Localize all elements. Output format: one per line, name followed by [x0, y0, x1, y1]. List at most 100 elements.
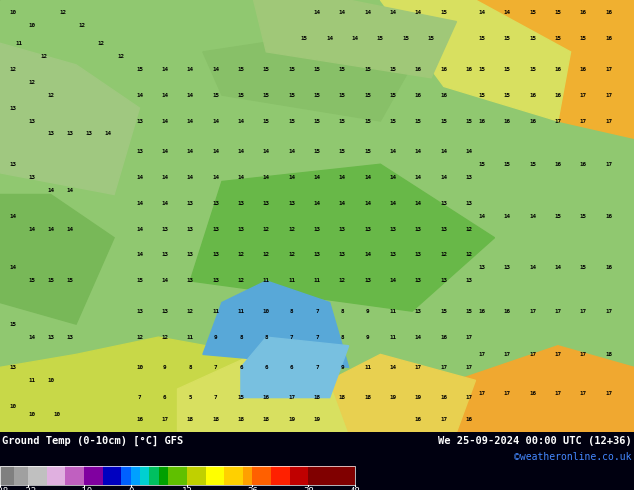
- Text: 14: 14: [161, 200, 169, 206]
- Text: Ground Temp (0-10cm) [°C] GFS: Ground Temp (0-10cm) [°C] GFS: [2, 436, 183, 446]
- Text: 14: 14: [237, 119, 245, 123]
- Text: 14: 14: [440, 149, 448, 154]
- Text: 13: 13: [237, 200, 245, 206]
- Text: 13: 13: [85, 131, 93, 137]
- Text: 15: 15: [478, 36, 486, 41]
- Text: 16: 16: [503, 309, 511, 314]
- Text: 17: 17: [579, 391, 587, 396]
- Text: 17: 17: [478, 352, 486, 357]
- Text: 15: 15: [313, 93, 321, 98]
- Polygon shape: [254, 0, 456, 78]
- Text: 14: 14: [478, 214, 486, 219]
- Polygon shape: [203, 281, 349, 368]
- Text: 18: 18: [186, 416, 194, 422]
- Text: 14: 14: [415, 10, 422, 16]
- Text: 15: 15: [364, 67, 372, 72]
- Text: 9: 9: [366, 335, 370, 340]
- Text: 14: 14: [212, 67, 219, 72]
- Text: 13: 13: [262, 200, 270, 206]
- Text: 13: 13: [465, 175, 473, 180]
- Text: 15: 15: [529, 162, 536, 167]
- Bar: [122, 466, 131, 485]
- Text: 15: 15: [288, 67, 295, 72]
- Text: 10: 10: [136, 365, 143, 370]
- Text: 15: 15: [237, 93, 245, 98]
- Text: 11: 11: [186, 335, 194, 340]
- Text: 12: 12: [9, 67, 16, 72]
- Text: 0: 0: [128, 487, 134, 490]
- Text: 16: 16: [529, 93, 536, 98]
- Text: 15: 15: [262, 119, 270, 123]
- Text: 14: 14: [339, 175, 346, 180]
- Text: 16: 16: [503, 119, 511, 123]
- Text: 15: 15: [262, 67, 270, 72]
- Text: 16: 16: [136, 416, 143, 422]
- Text: 12: 12: [288, 252, 295, 257]
- Text: 12: 12: [28, 79, 36, 85]
- Text: 16: 16: [554, 93, 562, 98]
- Text: 16: 16: [440, 67, 448, 72]
- Text: 17: 17: [579, 309, 587, 314]
- Text: 14: 14: [415, 149, 422, 154]
- Text: 15: 15: [529, 10, 536, 16]
- Text: 14: 14: [237, 149, 245, 154]
- Text: 17: 17: [503, 352, 511, 357]
- Text: 18: 18: [237, 416, 245, 422]
- Text: 13: 13: [313, 252, 321, 257]
- Text: 16: 16: [440, 335, 448, 340]
- Text: 15: 15: [339, 93, 346, 98]
- Text: 15: 15: [237, 395, 245, 400]
- Text: 7: 7: [315, 335, 319, 340]
- Text: 11: 11: [288, 278, 295, 283]
- Text: 13: 13: [161, 252, 169, 257]
- Text: 13: 13: [186, 252, 194, 257]
- Text: 8: 8: [239, 335, 243, 340]
- Text: 6: 6: [239, 365, 243, 370]
- Text: 16: 16: [415, 67, 422, 72]
- Text: 14: 14: [288, 175, 295, 180]
- Text: 14: 14: [186, 149, 194, 154]
- Text: 14: 14: [364, 175, 372, 180]
- Text: 13: 13: [136, 119, 143, 123]
- Text: 7: 7: [290, 335, 294, 340]
- Text: 14: 14: [161, 67, 169, 72]
- Text: 15: 15: [66, 278, 74, 283]
- Text: 15: 15: [554, 36, 562, 41]
- Text: 15: 15: [313, 119, 321, 123]
- Text: 12: 12: [186, 309, 194, 314]
- Text: 11: 11: [389, 335, 397, 340]
- Text: 10: 10: [9, 10, 16, 16]
- Text: 13: 13: [364, 226, 372, 232]
- Text: 16: 16: [415, 416, 422, 422]
- Bar: [28, 466, 47, 485]
- Text: 13: 13: [47, 335, 55, 340]
- Text: 17: 17: [440, 365, 448, 370]
- Text: 12: 12: [465, 252, 473, 257]
- Polygon shape: [380, 0, 571, 121]
- Text: 12: 12: [440, 252, 448, 257]
- Text: 13: 13: [440, 226, 448, 232]
- Text: 17: 17: [605, 93, 612, 98]
- Polygon shape: [330, 354, 476, 432]
- Text: 6: 6: [264, 365, 268, 370]
- Text: 15: 15: [529, 67, 536, 72]
- Text: ©weatheronline.co.uk: ©weatheronline.co.uk: [515, 452, 632, 462]
- Bar: [243, 466, 252, 485]
- Text: 10: 10: [28, 24, 36, 28]
- Text: 14: 14: [389, 10, 397, 16]
- Text: 14: 14: [161, 93, 169, 98]
- Text: 13: 13: [186, 200, 194, 206]
- Text: 14: 14: [313, 175, 321, 180]
- Text: 13: 13: [212, 200, 219, 206]
- Text: 14: 14: [554, 266, 562, 270]
- Text: 15: 15: [554, 214, 562, 219]
- Text: 14: 14: [313, 10, 321, 16]
- Text: 11: 11: [28, 378, 36, 383]
- Polygon shape: [190, 164, 495, 311]
- Text: 13: 13: [237, 226, 245, 232]
- Text: 18: 18: [313, 395, 321, 400]
- Text: 14: 14: [503, 10, 511, 16]
- Text: 15: 15: [503, 162, 511, 167]
- Bar: [290, 466, 308, 485]
- Text: 15: 15: [478, 162, 486, 167]
